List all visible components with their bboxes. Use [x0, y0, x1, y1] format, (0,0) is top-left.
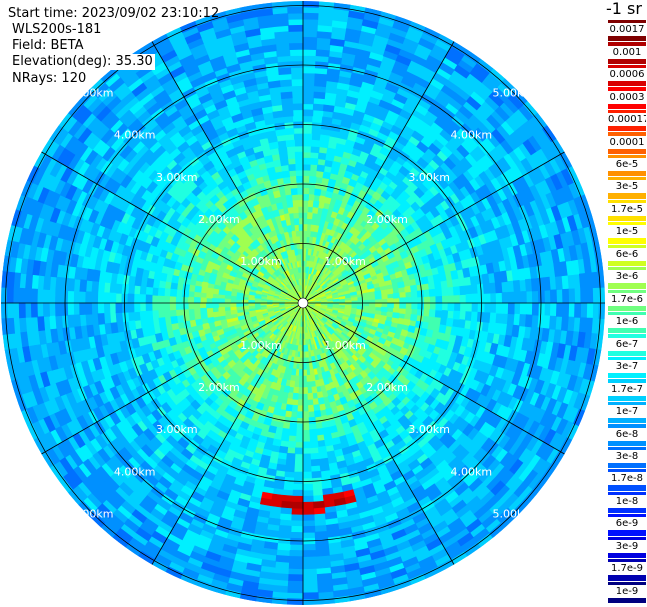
range-ring-label: 3.00km [408, 423, 450, 436]
colorbar-tick-label: 0.0003 [608, 90, 646, 104]
colorbar-tick-label: 6e-5 [608, 158, 646, 171]
range-ring-label: 1.00km [240, 339, 282, 352]
colorbar-tick-label: 3e-7 [608, 360, 646, 374]
radar-origin [297, 297, 309, 309]
colorbar-tick-label: 3e-9 [608, 539, 646, 553]
azimuth-spoke [302, 41, 455, 304]
data-cell-group [281, 497, 347, 509]
colorbar-tick-label: 6e-9 [608, 517, 646, 531]
elevation-readout: Elevation(deg): 35.30 [12, 54, 155, 70]
range-ring-label: 4.00km [451, 465, 493, 478]
colorbar-tick-label: 0.0001 [608, 135, 646, 149]
colorbar-tick-label: 0.0017 [608, 23, 646, 37]
colorbar-title: -1 sr [606, 0, 642, 18]
colorbar-tick-label: 0.00017 [608, 113, 646, 127]
azimuth-spoke [41, 151, 304, 304]
nrays-readout: NRays: 120 [12, 71, 87, 86]
colorbar-tick-label: 0.0006 [608, 68, 646, 82]
colorbar-tick-label: 3e-8 [608, 450, 646, 463]
colorbar-tick-label: 1.7e-6 [608, 292, 646, 306]
azimuth-spoke [151, 41, 304, 304]
field-name: Field: BETA [12, 38, 84, 53]
range-ring-label: 5.00km [493, 87, 535, 100]
azimuth-spoke [302, 302, 565, 455]
range-ring-label: 1.00km [324, 255, 366, 268]
range-ring-label: 1.00km [240, 255, 282, 268]
azimuth-spoke [302, 302, 455, 565]
range-ring-label: 5.00km [72, 87, 114, 100]
colorbar-tick-label: 1e-9 [608, 584, 646, 598]
colorbar-tick-label: 1.7e-9 [608, 562, 646, 576]
colorbar-tick-label: 1.7e-7 [608, 382, 646, 396]
range-ring-labels: 1.00km 1.00km 1.00km 1.00km 2.00km 2.00km 2.00… [72, 87, 534, 521]
range-ring-label: 2.00km [366, 213, 408, 226]
range-ring-label: 3.00km [156, 171, 198, 184]
colorbar-tick-label: 1e-7 [608, 405, 646, 419]
colorbar: 0.0017 0.001 0.0006 0.0003 0.00017 0.0001 6e-5… [607, 19, 647, 604]
range-ring-label: 3.00km [156, 423, 198, 436]
range-ring-label: 5.00km [493, 507, 535, 520]
colorbar-tick-label: 3e-6 [608, 270, 646, 284]
colorbar-tick-label: 0.001 [608, 45, 646, 59]
colorbar-tick-label: 1.7e-8 [608, 472, 646, 486]
range-ring-label: 5.00km [72, 507, 114, 520]
data-cells [1, 1, 605, 605]
instrument-name: WLS200s-181 [12, 22, 102, 37]
colorbar-tick-label: 1e-6 [608, 315, 646, 329]
range-ring-label: 2.00km [366, 381, 408, 394]
range-ring-label: 4.00km [451, 129, 493, 142]
colorbar-tick-label: 1e-8 [608, 494, 646, 508]
azimuth-spoke [151, 302, 304, 565]
colorbar-tick-label: 6e-6 [608, 247, 646, 261]
ppi-plot: 1.00km 1.00km 1.00km 1.00km 2.00km 2.00km 2.00… [1, 1, 605, 605]
colorbar-tick-label: 6e-7 [608, 337, 646, 351]
range-ring-label: 3.00km [408, 171, 450, 184]
range-ring-label: 1.00km [324, 339, 366, 352]
colorbar-tick-label: 3e-5 [608, 180, 646, 194]
azimuth-spokes [1, 1, 605, 605]
colorbar-tick-label: 1.7e-5 [608, 202, 646, 216]
colorbar-tick-label: 1e-5 [608, 225, 646, 239]
range-ring-label: 2.00km [198, 381, 240, 394]
start-time: Start time: 2023/09/02 23:10:12 [8, 6, 220, 21]
range-ring-label: 2.00km [198, 213, 240, 226]
colorbar-tick-label: 6e-8 [608, 427, 646, 441]
range-ring-label: 4.00km [114, 465, 156, 478]
range-ring-label: 4.00km [114, 129, 156, 142]
azimuth-spoke [41, 302, 304, 455]
azimuth-spoke [302, 151, 565, 304]
